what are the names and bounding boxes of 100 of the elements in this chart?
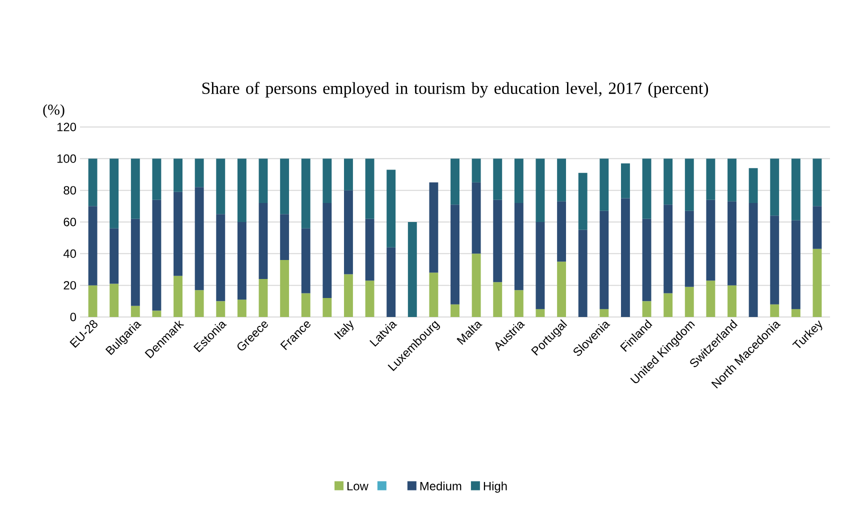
bar (791, 220, 800, 310)
bar (664, 204, 673, 294)
bar (536, 309, 545, 317)
bar (152, 310, 162, 317)
bar (174, 158, 182, 192)
bar (642, 158, 652, 219)
bar (322, 298, 332, 317)
bar (130, 218, 140, 306)
bar (301, 228, 310, 294)
bar (770, 216, 780, 304)
bar (216, 301, 226, 317)
bar (791, 158, 800, 220)
bar (578, 230, 588, 317)
bar (110, 284, 119, 317)
bar (322, 158, 332, 203)
bar (493, 282, 502, 317)
bar (429, 182, 438, 273)
bar (620, 163, 630, 198)
bar (110, 228, 119, 284)
bar (514, 158, 524, 203)
bar (301, 158, 310, 228)
bar (450, 158, 460, 205)
bar (536, 222, 545, 310)
bar (216, 214, 226, 302)
y-tick-label: 100 (57, 154, 76, 163)
bar (728, 285, 736, 317)
bar (664, 293, 673, 317)
bar (344, 158, 353, 190)
bar (791, 309, 800, 317)
bar (88, 285, 98, 317)
bar (130, 158, 140, 219)
bar (110, 158, 119, 228)
bar (258, 158, 268, 203)
bar (812, 158, 822, 206)
bar (514, 202, 524, 290)
bar (130, 306, 140, 317)
bar (386, 247, 396, 317)
bar (812, 248, 822, 317)
bar (706, 158, 716, 200)
bar (600, 210, 609, 310)
bar (237, 300, 246, 317)
bar (557, 158, 566, 202)
bar (280, 260, 290, 317)
bar (642, 301, 652, 317)
bar (728, 201, 736, 286)
bar (748, 168, 758, 203)
bar (152, 158, 162, 200)
bar (684, 210, 694, 287)
bar (429, 272, 438, 317)
bar (578, 172, 588, 230)
bar (174, 276, 182, 317)
bar (237, 222, 246, 300)
chart-title: Share of persons employed in tourism by education level, 2017 (percent) (202, 82, 708, 98)
bar (493, 158, 502, 200)
y-tick-label: 60 (64, 218, 76, 226)
bar (258, 202, 268, 279)
bar (706, 280, 716, 317)
bar (365, 158, 374, 219)
bar (174, 192, 182, 276)
bar (301, 293, 310, 317)
y-tick-label: 80 (64, 186, 76, 195)
bar (472, 254, 481, 317)
bar (493, 200, 502, 282)
bar (812, 206, 822, 249)
bar (365, 280, 374, 317)
legend-label: Medium (420, 482, 462, 490)
bar (194, 158, 204, 188)
bar (258, 278, 268, 317)
bar (514, 290, 524, 317)
bar (194, 290, 204, 317)
y-tick-label: 0 (70, 312, 76, 322)
bar (152, 200, 162, 311)
bar (600, 158, 609, 211)
bar (386, 170, 396, 248)
bar (322, 202, 332, 298)
bar (280, 158, 290, 214)
bar (748, 202, 758, 317)
legend-label: High (484, 482, 507, 493)
bar (770, 158, 780, 216)
y-tick-label: 40 (63, 249, 76, 258)
bar (557, 262, 566, 317)
x-tick-label: Italy (334, 320, 354, 340)
bar (88, 158, 98, 206)
bar (472, 182, 481, 254)
bar (600, 309, 609, 317)
bar (344, 274, 353, 317)
bar (450, 304, 460, 317)
bar (408, 222, 417, 317)
bar (365, 218, 374, 281)
bar (344, 190, 353, 274)
bar (664, 158, 673, 205)
bar (472, 158, 481, 182)
bar (770, 304, 780, 317)
bar (88, 206, 98, 286)
bar (620, 198, 630, 317)
legend-label: Low (347, 482, 368, 490)
bar (450, 204, 460, 304)
bar (684, 158, 694, 211)
bar (557, 201, 566, 262)
bar (216, 158, 226, 214)
